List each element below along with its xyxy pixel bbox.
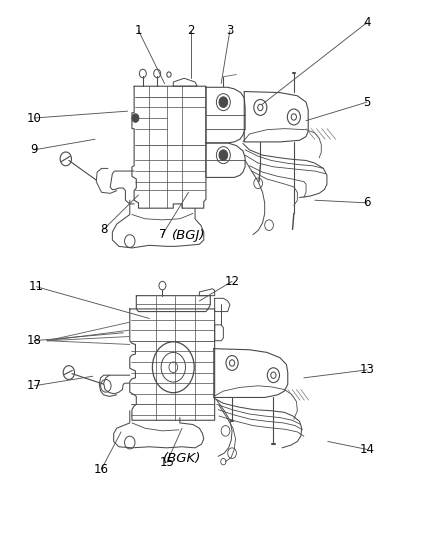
Circle shape	[271, 372, 276, 378]
Circle shape	[167, 72, 171, 77]
Text: 18: 18	[27, 334, 42, 347]
Text: 10: 10	[27, 111, 42, 125]
Text: 8: 8	[100, 223, 107, 236]
Text: 15: 15	[159, 456, 174, 469]
Text: 9: 9	[30, 143, 38, 156]
Circle shape	[230, 360, 235, 366]
Circle shape	[219, 150, 228, 160]
Text: 13: 13	[360, 364, 374, 376]
Text: 4: 4	[363, 16, 371, 29]
Text: (BGJ): (BGJ)	[172, 229, 205, 242]
Text: 7: 7	[159, 228, 166, 241]
Text: 14: 14	[360, 443, 374, 456]
Text: 11: 11	[29, 280, 44, 293]
Text: (BGK): (BGK)	[163, 452, 201, 465]
Text: 6: 6	[363, 196, 371, 209]
Circle shape	[159, 281, 166, 290]
Circle shape	[219, 97, 228, 108]
Circle shape	[132, 114, 139, 122]
Text: 12: 12	[225, 275, 240, 288]
Text: 3: 3	[226, 24, 233, 37]
Circle shape	[291, 114, 297, 120]
Text: 16: 16	[94, 463, 109, 475]
Text: 1: 1	[135, 24, 142, 37]
Text: 17: 17	[27, 379, 42, 392]
Text: 5: 5	[363, 95, 371, 109]
Circle shape	[258, 104, 263, 111]
Text: 2: 2	[187, 24, 194, 37]
